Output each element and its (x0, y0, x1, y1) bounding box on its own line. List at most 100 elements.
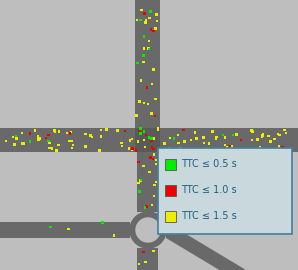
Bar (21, 143, 24, 145)
Bar (150, 28, 152, 31)
Bar (138, 263, 140, 265)
Bar (131, 149, 133, 151)
Bar (142, 61, 145, 63)
Bar (136, 140, 139, 143)
Bar (273, 138, 276, 140)
Bar (277, 145, 280, 148)
Bar (262, 133, 264, 136)
Bar (120, 142, 122, 144)
Bar (29, 132, 32, 135)
Bar (135, 114, 138, 117)
Bar (173, 137, 175, 140)
Bar (142, 55, 145, 58)
Bar (34, 130, 36, 132)
Bar (156, 13, 158, 16)
Bar (261, 134, 264, 137)
Bar (282, 146, 284, 148)
Polygon shape (136, 218, 160, 242)
Bar (202, 136, 205, 139)
Bar (139, 79, 142, 82)
Bar (251, 139, 253, 141)
Bar (182, 129, 185, 131)
Bar (148, 48, 150, 50)
Bar (147, 47, 150, 50)
Bar (128, 139, 131, 142)
Bar (156, 181, 158, 183)
Bar (150, 137, 153, 140)
Bar (29, 140, 31, 143)
Bar (137, 182, 139, 184)
Bar (48, 142, 51, 144)
Bar (251, 130, 254, 133)
Bar (142, 251, 145, 253)
Bar (140, 178, 142, 181)
Bar (149, 10, 152, 13)
Bar (203, 142, 205, 144)
Bar (143, 102, 145, 104)
Bar (145, 19, 147, 21)
Bar (15, 137, 18, 140)
Bar (277, 133, 279, 135)
Bar (148, 136, 150, 139)
Bar (66, 132, 68, 134)
Bar (156, 19, 158, 22)
Bar (150, 112, 153, 114)
Bar (69, 132, 71, 135)
Bar (194, 131, 196, 134)
Text: TTC ≤ 0.5 s: TTC ≤ 0.5 s (181, 159, 237, 169)
Bar (281, 146, 284, 149)
Bar (70, 140, 73, 142)
Bar (58, 130, 60, 133)
Bar (67, 228, 70, 230)
Bar (143, 35, 145, 38)
Bar (139, 132, 141, 134)
Bar (235, 133, 238, 136)
Bar (142, 48, 145, 50)
Bar (137, 161, 140, 163)
Bar (22, 142, 25, 145)
Bar (135, 149, 137, 152)
Bar (179, 147, 182, 149)
Bar (12, 136, 14, 138)
Bar (5, 140, 7, 142)
Bar (71, 147, 73, 149)
Bar (131, 137, 133, 140)
Bar (240, 139, 243, 141)
Bar (138, 190, 141, 193)
Bar (250, 129, 253, 132)
Bar (149, 156, 152, 158)
Bar (139, 190, 141, 193)
Bar (37, 138, 40, 141)
Bar (259, 146, 261, 148)
Bar (105, 128, 108, 131)
Bar (157, 127, 159, 130)
Bar (152, 30, 155, 32)
Bar (70, 131, 72, 133)
Bar (144, 21, 147, 24)
Bar (148, 171, 150, 173)
Bar (137, 248, 158, 270)
Bar (261, 135, 263, 138)
Bar (155, 163, 157, 165)
Bar (165, 184, 176, 195)
Bar (139, 132, 142, 134)
Bar (145, 134, 147, 136)
Bar (224, 144, 226, 146)
Bar (47, 134, 50, 136)
Polygon shape (130, 212, 166, 248)
Bar (55, 149, 58, 152)
Text: TTC ≤ 1.0 s: TTC ≤ 1.0 s (181, 185, 237, 195)
Bar (152, 250, 155, 252)
Bar (138, 129, 141, 132)
Bar (144, 206, 146, 209)
Bar (53, 129, 56, 131)
Bar (84, 146, 87, 148)
Bar (148, 39, 150, 42)
Bar (153, 68, 155, 71)
Bar (151, 204, 153, 206)
Bar (163, 142, 166, 145)
Bar (138, 161, 140, 163)
Bar (167, 147, 170, 149)
Bar (21, 132, 24, 134)
Bar (170, 148, 172, 151)
